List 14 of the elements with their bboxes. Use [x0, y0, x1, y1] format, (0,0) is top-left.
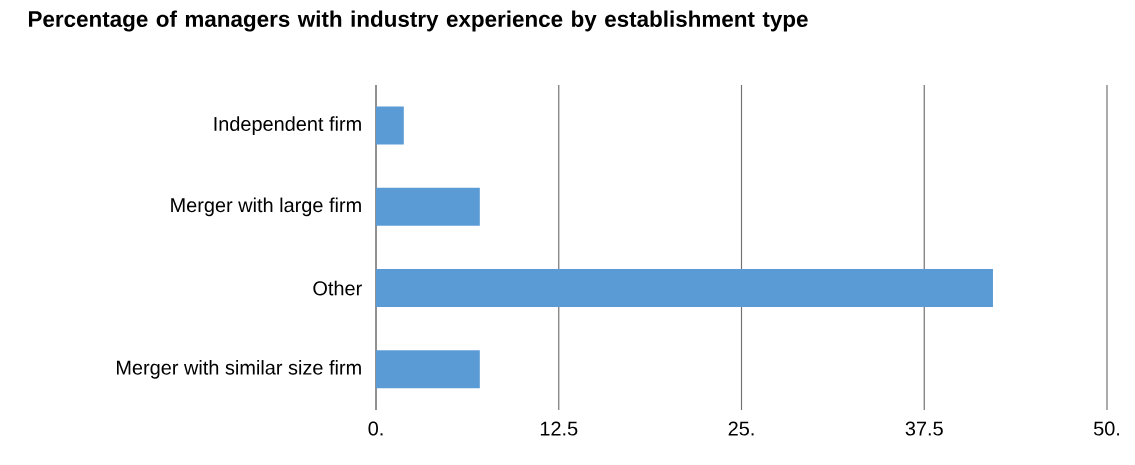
bar: [376, 350, 480, 389]
bar: [376, 106, 404, 145]
y-tick-label: Merger with similar size firm: [117, 360, 361, 379]
y-tick-label: Independent firm: [214, 116, 361, 135]
chart-title: Percentage of managers with industry experience by establishment type: [28, 10, 808, 32]
x-tick-label: 25.: [728, 421, 754, 436]
bar: [376, 187, 480, 226]
y-tick-label: Merger with large firm: [171, 197, 361, 217]
x-tick-label: 12.5: [540, 421, 578, 436]
bar: [376, 269, 993, 308]
x-tick-label: 0.: [368, 421, 383, 436]
x-tick-label: 37.5: [905, 421, 943, 436]
y-tick-label: Other: [313, 280, 362, 296]
x-tick-label: 50.: [1093, 421, 1120, 436]
